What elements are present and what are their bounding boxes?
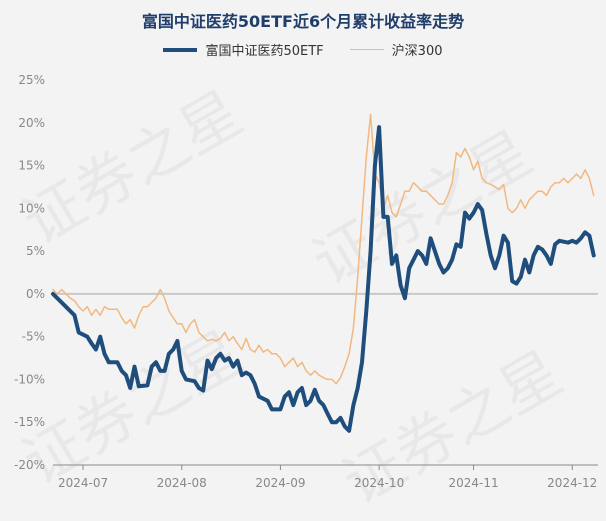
y-tick-label: -5% [22,330,45,344]
series-line-primary [51,125,596,433]
y-tick-label: -10% [14,372,45,386]
legend-swatch-secondary [349,49,384,50]
y-axis: -20% -15% -10% -5% 0% 5% 10% 15% 20% 25% [14,73,598,472]
legend-swatch-primary [163,47,198,52]
y-tick-label: -15% [14,415,45,429]
y-tick-label: 20% [18,116,45,130]
legend-item-primary[interactable]: 富国中证医药50ETF [163,40,324,59]
legend-label-secondary: 沪深300 [391,44,443,59]
y-tick-label: 5% [26,244,45,258]
line-chart: -20%-15%-10%-5%0%5%10%15%20%25% 2024-07 2… [14,73,598,490]
y-tick-label: 10% [18,201,45,215]
y-tick-label: 0% [26,287,45,301]
legend-item-secondary[interactable]: 沪深300 [349,40,443,59]
x-tick-label: 2024-07 [58,476,108,490]
x-axis: 2024-07 2024-08 2024-09 2024-10 2024-11 2024-… [53,464,598,490]
legend-label-primary: 富国中证医药50ETF [205,44,324,59]
y-tick-label: 25% [18,73,45,87]
y-tick-label: 15% [18,159,45,173]
chart-title: 富国中证医药50ETF近6个月累计收益率走势 [141,12,465,31]
x-tick-label: 2024-09 [255,476,305,490]
x-tick-label: 2024-08 [157,476,207,490]
y-tick-label: -20% [14,458,45,472]
x-tick-label: 2024-12 [547,476,597,490]
x-tick-label: 2024-10 [354,476,404,490]
x-tick-label: 2024-11 [448,476,498,490]
legend: 富国中证医药50ETF 沪深300 [0,40,606,59]
series-layer [51,113,596,433]
series-line-secondary [52,113,595,385]
